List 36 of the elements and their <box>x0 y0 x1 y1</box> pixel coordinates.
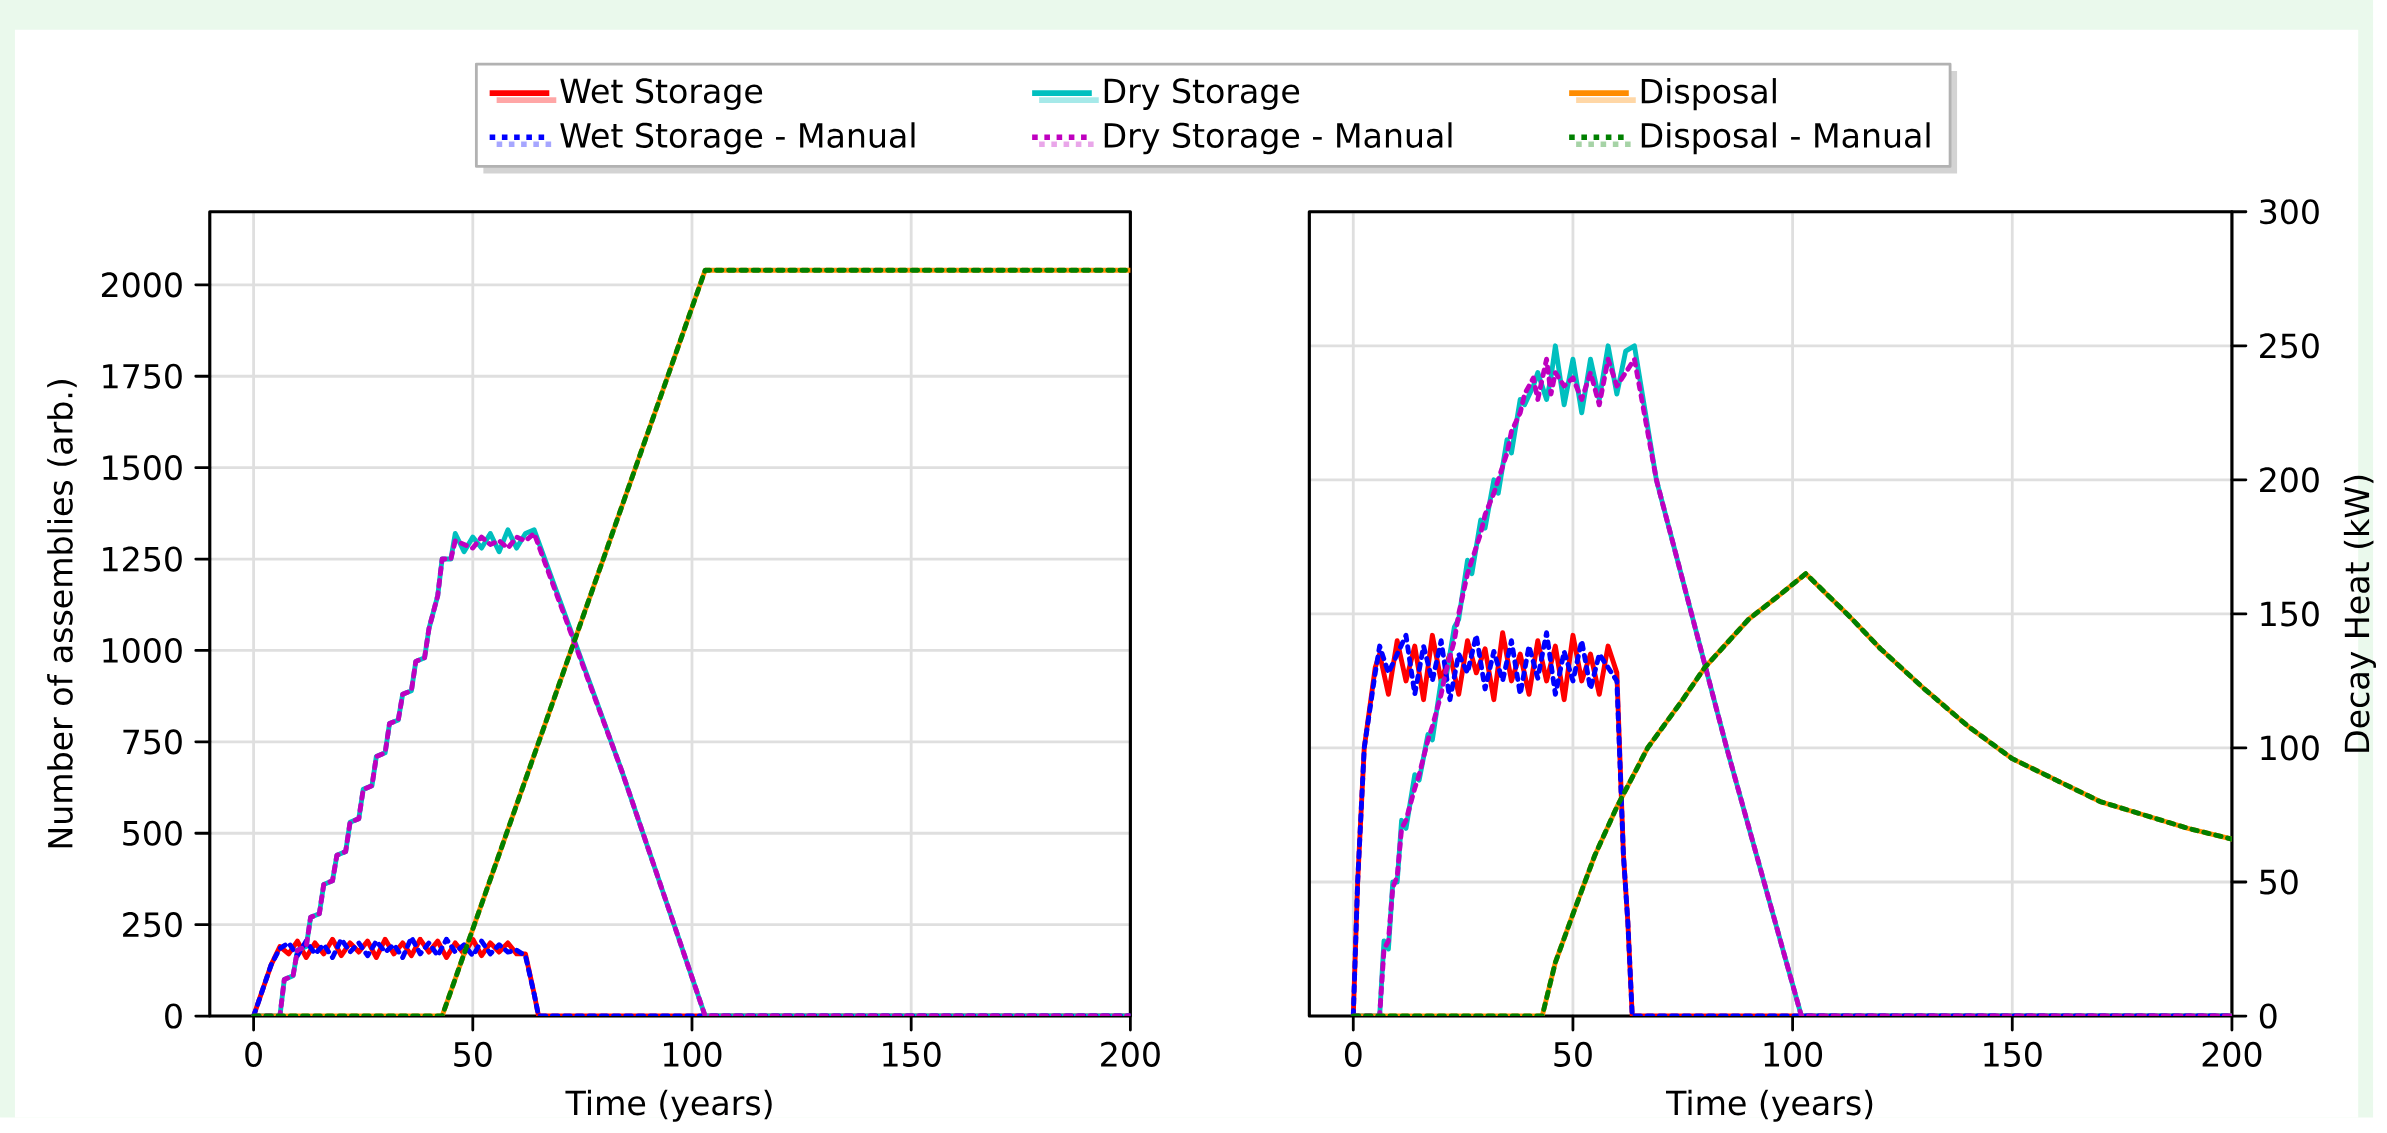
y-tick-label: 500 <box>123 820 182 846</box>
x-axis-title: Time (years) <box>565 1089 772 1122</box>
legend-label: Disposal <box>1641 78 1776 111</box>
legend-label: Dry Storage <box>1104 78 1300 110</box>
x-tick-label: 0 <box>1344 1041 1362 1067</box>
y2-tick-label: 50 <box>2260 869 2298 895</box>
x-tick-label: 150 <box>883 1041 941 1067</box>
y2-tick-label: 250 <box>2260 333 2319 359</box>
y2-tick-label: 300 <box>2260 199 2319 225</box>
legend-label: Disposal - Manual <box>1641 122 1930 155</box>
x-tick-label: 50 <box>1554 1041 1592 1067</box>
x-tick-label: 200 <box>1101 1041 1160 1067</box>
y-tick-label: 1250 <box>103 546 182 572</box>
y2-tick-label: 0 <box>2259 1003 2277 1029</box>
y2-tick-label: 200 <box>2260 467 2319 493</box>
y-tick-label: 1000 <box>103 637 182 664</box>
x-axis-title: Time (years) <box>1666 1089 1873 1122</box>
y2-tick-label: 150 <box>2261 601 2319 627</box>
x-tick-label: 100 <box>663 1041 722 1067</box>
y-axis-title: Number of assemblies (arb.) <box>47 380 77 848</box>
y-tick-label: 750 <box>123 729 182 755</box>
y-tick-label: 250 <box>123 912 182 938</box>
y-tick-label: 1500 <box>103 455 182 481</box>
y-tick-label: 2000 <box>101 272 182 298</box>
y-tick-label: 1750 <box>103 363 182 389</box>
y2-tick-label: 100 <box>2261 735 2319 761</box>
legend-label: Wet Storage <box>560 78 763 110</box>
x-tick-label: 0 <box>245 1041 262 1067</box>
y2-axis-title: Decay Heat (kW) <box>2343 475 2376 752</box>
y-tick-label: 0 <box>165 1003 182 1029</box>
x-tick-label: 50 <box>454 1041 492 1067</box>
x-tick-label: 150 <box>1984 1041 2042 1067</box>
legend-label: Dry Storage - Manual <box>1104 122 1452 155</box>
x-tick-label: 200 <box>2202 1041 2262 1067</box>
x-tick-label: 100 <box>1764 1041 1823 1067</box>
legend-label: Wet Storage - Manual <box>560 122 915 155</box>
